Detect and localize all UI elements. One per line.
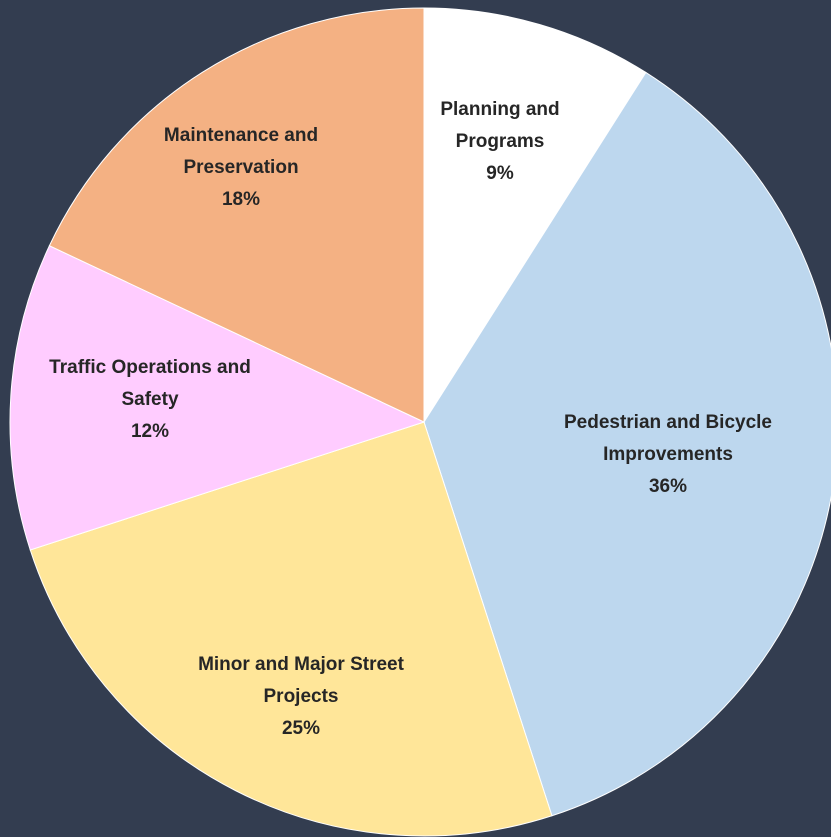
slice-label: Minor and Major Street Projects 25% [196,649,406,745]
value-label: 36% [648,476,688,497]
pie-slice [9,245,426,551]
value-label: 12% [130,421,170,442]
value-label: 18% [221,189,261,210]
slice-label: Planning and Programs 9% [420,94,580,190]
category-label: Maintenance and Preservation [163,125,319,178]
pie-slice [29,421,553,837]
pie-slice [423,7,647,424]
category-label: Minor and Major Street Projects [198,654,404,707]
category-label: Planning and Programs [440,99,560,152]
slice-label: Pedestrian and Bicycle Improvements 36% [538,407,798,503]
value-label: 25% [281,718,321,739]
slice-label: Maintenance and Preservation 18% [136,120,346,216]
category-label: Traffic Operations and Safety [49,357,251,410]
slice-label: Traffic Operations and Safety 12% [20,352,280,448]
value-label: 9% [486,163,514,184]
category-label: Pedestrian and Bicycle Improvements [563,412,773,465]
pie-slice [48,7,425,423]
pie-slice [423,71,831,817]
